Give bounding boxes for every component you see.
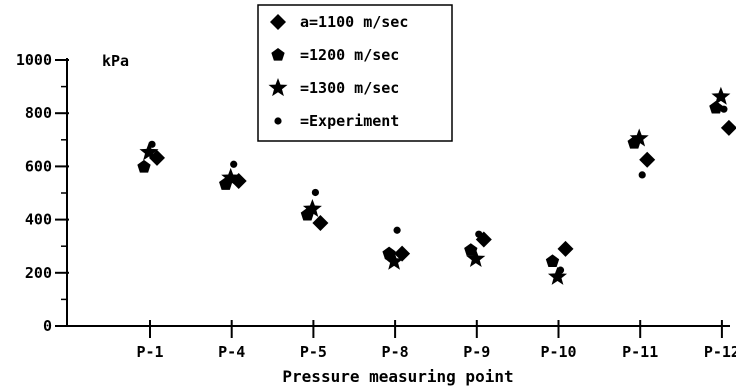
y-tick-label: 200: [25, 264, 52, 282]
legend-marker-star: [268, 78, 288, 97]
point-star: [139, 142, 159, 161]
point-star: [302, 198, 322, 218]
point-dot: [311, 188, 319, 197]
y-axis: 0 200 400 600 800 1000: [16, 51, 69, 335]
x-tick-label: P-4: [218, 343, 245, 361]
legend-item: =1200 m/sec: [271, 46, 399, 64]
legend-marker-dot: [274, 117, 282, 125]
legend-marker-diamond: [270, 14, 286, 30]
point-dot: [230, 160, 238, 168]
y-tick-label: 800: [25, 104, 52, 122]
point-dot: [475, 230, 483, 238]
x-axis-title: Pressure measuring point: [282, 367, 513, 386]
x-tick-label: P-1: [136, 343, 163, 361]
legend-label: a=1100 m/sec: [300, 13, 408, 31]
point-dot: [556, 266, 565, 274]
legend-label: =1200 m/sec: [300, 46, 399, 64]
point-diamond: [312, 215, 329, 232]
x-tick-label: P-10: [540, 343, 576, 361]
point-dot: [148, 140, 156, 148]
data-points: [137, 86, 736, 285]
point-diamond: [394, 245, 411, 262]
point-pentagon: [137, 159, 151, 173]
legend-item: =Experiment: [274, 112, 399, 130]
y-tick-label: 400: [25, 211, 52, 229]
point-dot: [720, 105, 728, 113]
x-tick-label: P-9: [463, 343, 490, 361]
x-axis: P-1 P-4 P-5 P-8 P-9 P-10 P-11 P-12: [66, 320, 736, 361]
x-tick-label: P-5: [300, 343, 327, 361]
series-dot: [148, 105, 728, 274]
legend-item: a=1100 m/sec: [270, 13, 408, 31]
point-diamond: [720, 119, 736, 136]
x-tick-label: P-8: [382, 343, 409, 361]
y-tick-label: 1000: [16, 51, 52, 69]
legend-label: =1300 m/sec: [300, 79, 399, 97]
y-ticks: 0 200 400 600 800 1000: [16, 51, 69, 335]
point-pentagon: [545, 254, 560, 268]
point-star: [547, 266, 568, 285]
point-dot: [393, 226, 401, 234]
point-star: [466, 248, 486, 268]
point-diamond: [557, 240, 574, 257]
x-tick-label: P-11: [622, 343, 658, 361]
point-star: [384, 251, 404, 270]
unit-label: kPa: [102, 52, 129, 70]
x-ticks: P-1 P-4 P-5 P-8 P-9 P-10 P-11 P-12: [136, 320, 736, 361]
legend-box: [257, 4, 453, 142]
point-star: [629, 128, 649, 147]
point-diamond: [639, 151, 656, 168]
point-dot: [638, 171, 646, 179]
point-pentagon: [464, 243, 478, 256]
point-pentagon: [709, 100, 723, 114]
x-tick-label: P-12: [704, 343, 736, 361]
legend-marker-pentagon: [271, 48, 285, 61]
point-star: [221, 167, 241, 186]
point-star: [711, 86, 731, 105]
y-tick-label: 600: [25, 157, 52, 175]
legend: a=1100 m/sec =1200 m/sec =1300 m/sec =Exper…: [257, 4, 453, 142]
y-tick-label: 0: [43, 317, 52, 335]
legend-item: =1300 m/sec: [268, 78, 399, 97]
series-star: [139, 86, 731, 285]
legend-label: =Experiment: [300, 112, 399, 130]
legend-items: a=1100 m/sec =1200 m/sec =1300 m/sec =Exper…: [268, 13, 408, 130]
